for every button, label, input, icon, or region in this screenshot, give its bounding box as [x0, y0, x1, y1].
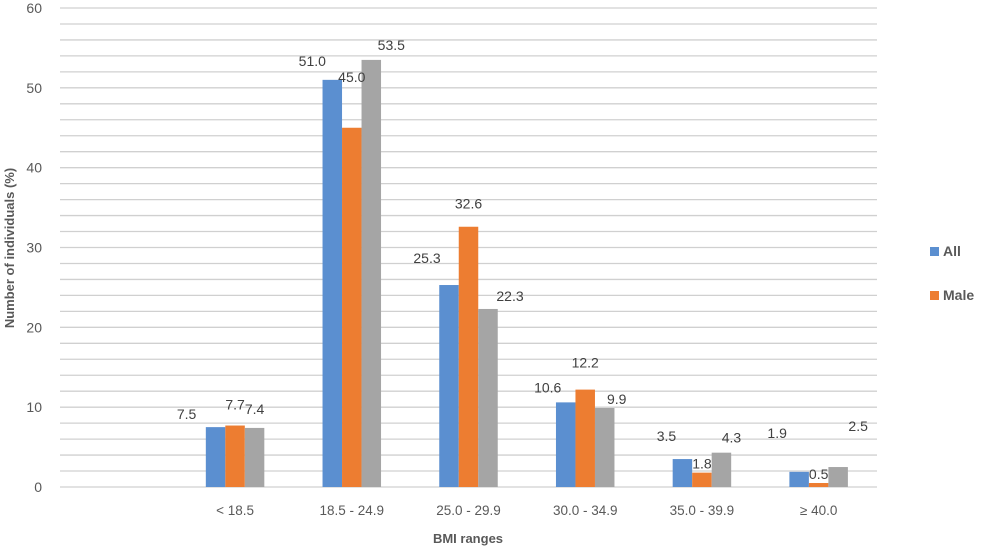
x-tick-label: 25.0 - 29.9: [436, 503, 501, 518]
legend: All Male: [930, 243, 974, 303]
data-label: 53.5: [378, 37, 405, 53]
legend-label: Male: [943, 287, 974, 303]
bar: [322, 79, 343, 487]
bar: [205, 427, 226, 487]
bar: [828, 467, 848, 487]
bar: [789, 471, 809, 487]
data-label: 51.0: [299, 53, 326, 69]
data-labels: 7.5 7.7 7.4 51.0 45.0 53.5 25.3 32.6 22.3 10.6 12.…: [177, 37, 868, 482]
x-tick-label: 35.0 - 39.9: [670, 503, 735, 518]
data-label: 4.3: [722, 430, 742, 446]
legend-label: All: [943, 243, 961, 259]
data-label: 7.5: [177, 406, 197, 422]
y-tick-label: 10: [26, 399, 42, 415]
data-label: 7.7: [225, 397, 245, 413]
data-label: 25.3: [413, 250, 440, 266]
y-tick-label: 0: [34, 479, 42, 495]
bar: [342, 127, 362, 487]
legend-swatch-icon: [930, 291, 939, 300]
x-axis-ticks: < 18.5 18.5 - 24.9 25.0 - 29.9 30.0 - 34.9 3…: [216, 503, 837, 518]
data-label: 7.4: [245, 401, 265, 417]
x-tick-label: 30.0 - 34.9: [553, 503, 618, 518]
data-label: 32.6: [455, 196, 482, 212]
bars: [205, 59, 848, 488]
bar: [478, 308, 498, 487]
bar: [711, 452, 732, 487]
y-axis-ticks: 0 10 20 30 40 50 60: [26, 0, 42, 495]
y-axis-title: Number of individuals (%): [2, 168, 17, 328]
x-tick-label: ≥ 40.0: [800, 503, 837, 518]
bar: [575, 389, 595, 487]
bar: [672, 459, 693, 487]
data-label: 3.5: [657, 428, 677, 444]
y-tick-label: 30: [26, 240, 42, 256]
data-label: 2.5: [848, 418, 868, 434]
bar: [594, 407, 615, 487]
legend-swatch-icon: [930, 247, 939, 256]
data-label: 45.0: [338, 69, 365, 85]
bar: [692, 472, 712, 487]
x-tick-label: < 18.5: [216, 503, 254, 518]
y-tick-label: 50: [26, 80, 42, 96]
data-label: 1.8: [692, 456, 712, 472]
x-tick-label: 18.5 - 24.9: [320, 503, 385, 518]
y-tick-label: 20: [26, 319, 42, 335]
data-label: 10.6: [534, 379, 561, 395]
bar: [555, 402, 576, 487]
bar: [361, 59, 382, 488]
data-label: 0.5: [809, 466, 829, 482]
data-label: 1.9: [767, 425, 787, 441]
bar: [439, 285, 459, 487]
bar: [225, 425, 245, 487]
bar: [244, 427, 265, 487]
x-axis-title: BMI ranges: [433, 531, 503, 546]
bar: [458, 226, 479, 487]
bar: [808, 483, 829, 487]
data-label: 12.2: [572, 355, 599, 371]
y-tick-label: 40: [26, 160, 42, 176]
data-label: 9.9: [607, 391, 627, 407]
y-tick-label: 60: [26, 0, 42, 16]
data-label: 22.3: [496, 288, 523, 304]
